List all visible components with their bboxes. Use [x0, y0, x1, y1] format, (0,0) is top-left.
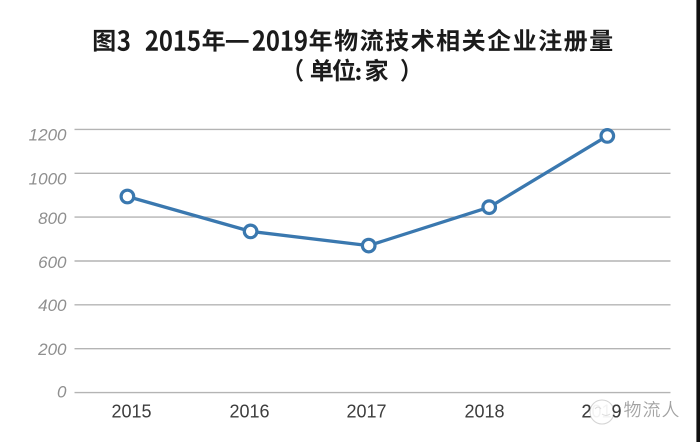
- svg-text:2017: 2017: [346, 402, 386, 422]
- svg-text:800: 800: [38, 209, 67, 228]
- svg-text:400: 400: [38, 296, 67, 315]
- svg-text:1000: 1000: [29, 169, 67, 188]
- svg-text:0: 0: [57, 382, 67, 401]
- svg-text:600: 600: [38, 253, 67, 272]
- svg-text:2016: 2016: [229, 402, 269, 422]
- svg-text:1200: 1200: [29, 126, 67, 145]
- svg-text:2: 2: [582, 402, 592, 422]
- svg-text:9: 9: [612, 402, 622, 422]
- svg-text:200: 200: [37, 340, 67, 359]
- svg-text:2018: 2018: [464, 402, 504, 422]
- svg-text:2015: 2015: [111, 402, 151, 422]
